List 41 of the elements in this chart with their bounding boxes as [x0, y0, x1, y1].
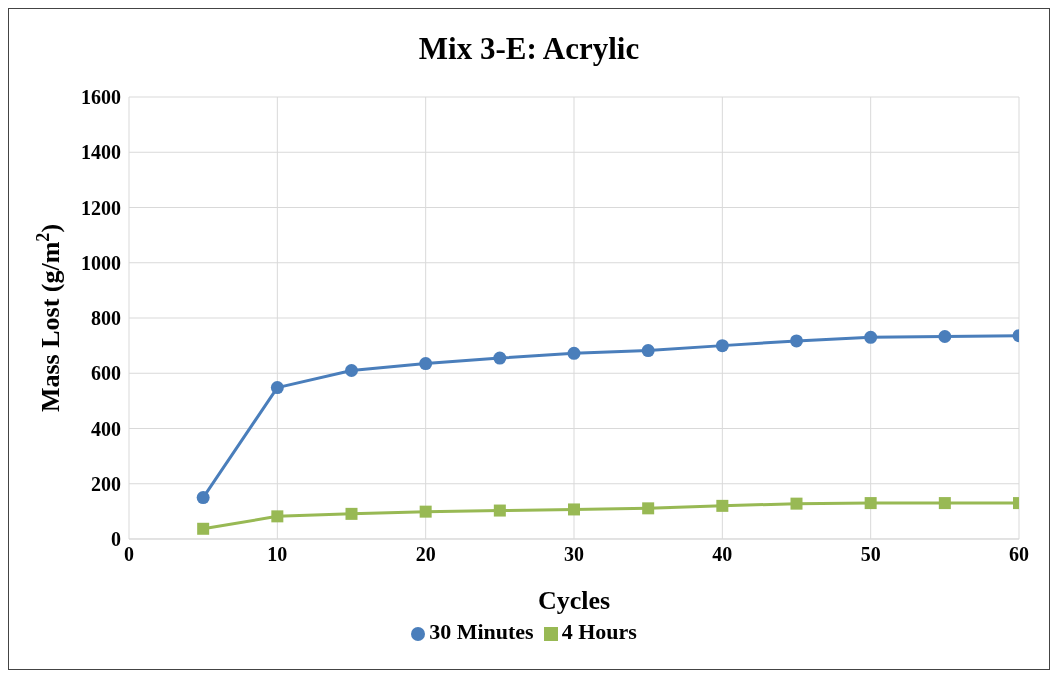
x-tick-label: 20	[415, 543, 436, 566]
x-tick-label: 10	[267, 543, 288, 566]
x-axis-title: Cycles	[537, 586, 611, 615]
y-tick-label: 1600	[81, 86, 121, 109]
y-tick-label: 800	[91, 307, 121, 330]
y-tick-label: 600	[91, 362, 121, 385]
x-tick-label: 50	[860, 543, 881, 566]
point	[345, 507, 358, 520]
x-tick-label: 60	[1009, 543, 1029, 566]
y-tick-label: 200	[91, 472, 121, 495]
point	[419, 505, 432, 518]
point	[715, 339, 729, 353]
y-tick-label: 1200	[81, 196, 121, 219]
y-tick-label: 400	[91, 417, 121, 440]
point	[568, 503, 580, 516]
point	[197, 522, 210, 535]
point	[196, 491, 210, 505]
chart-title: Mix 3-E: Acrylic	[417, 30, 641, 68]
y-tick-label: 1000	[81, 251, 121, 274]
point	[345, 363, 358, 377]
point	[938, 497, 951, 510]
point	[790, 334, 803, 348]
point	[493, 351, 507, 365]
legend-label: 30 Minutes	[429, 619, 534, 644]
point	[270, 381, 284, 395]
point	[790, 497, 803, 510]
x-tick-label: 40	[712, 543, 733, 566]
y-tick-label: 1400	[81, 141, 121, 164]
point	[567, 346, 581, 360]
point	[493, 504, 506, 517]
point	[938, 330, 952, 344]
point	[864, 330, 878, 344]
point	[271, 510, 284, 523]
legend-label: 4 Hours	[561, 619, 637, 644]
y-tick-label: 0	[111, 528, 121, 551]
point	[419, 357, 433, 371]
point	[641, 344, 655, 358]
point	[642, 502, 655, 515]
point	[864, 497, 877, 510]
point	[716, 499, 729, 512]
x-tick-label: 30	[564, 543, 584, 566]
